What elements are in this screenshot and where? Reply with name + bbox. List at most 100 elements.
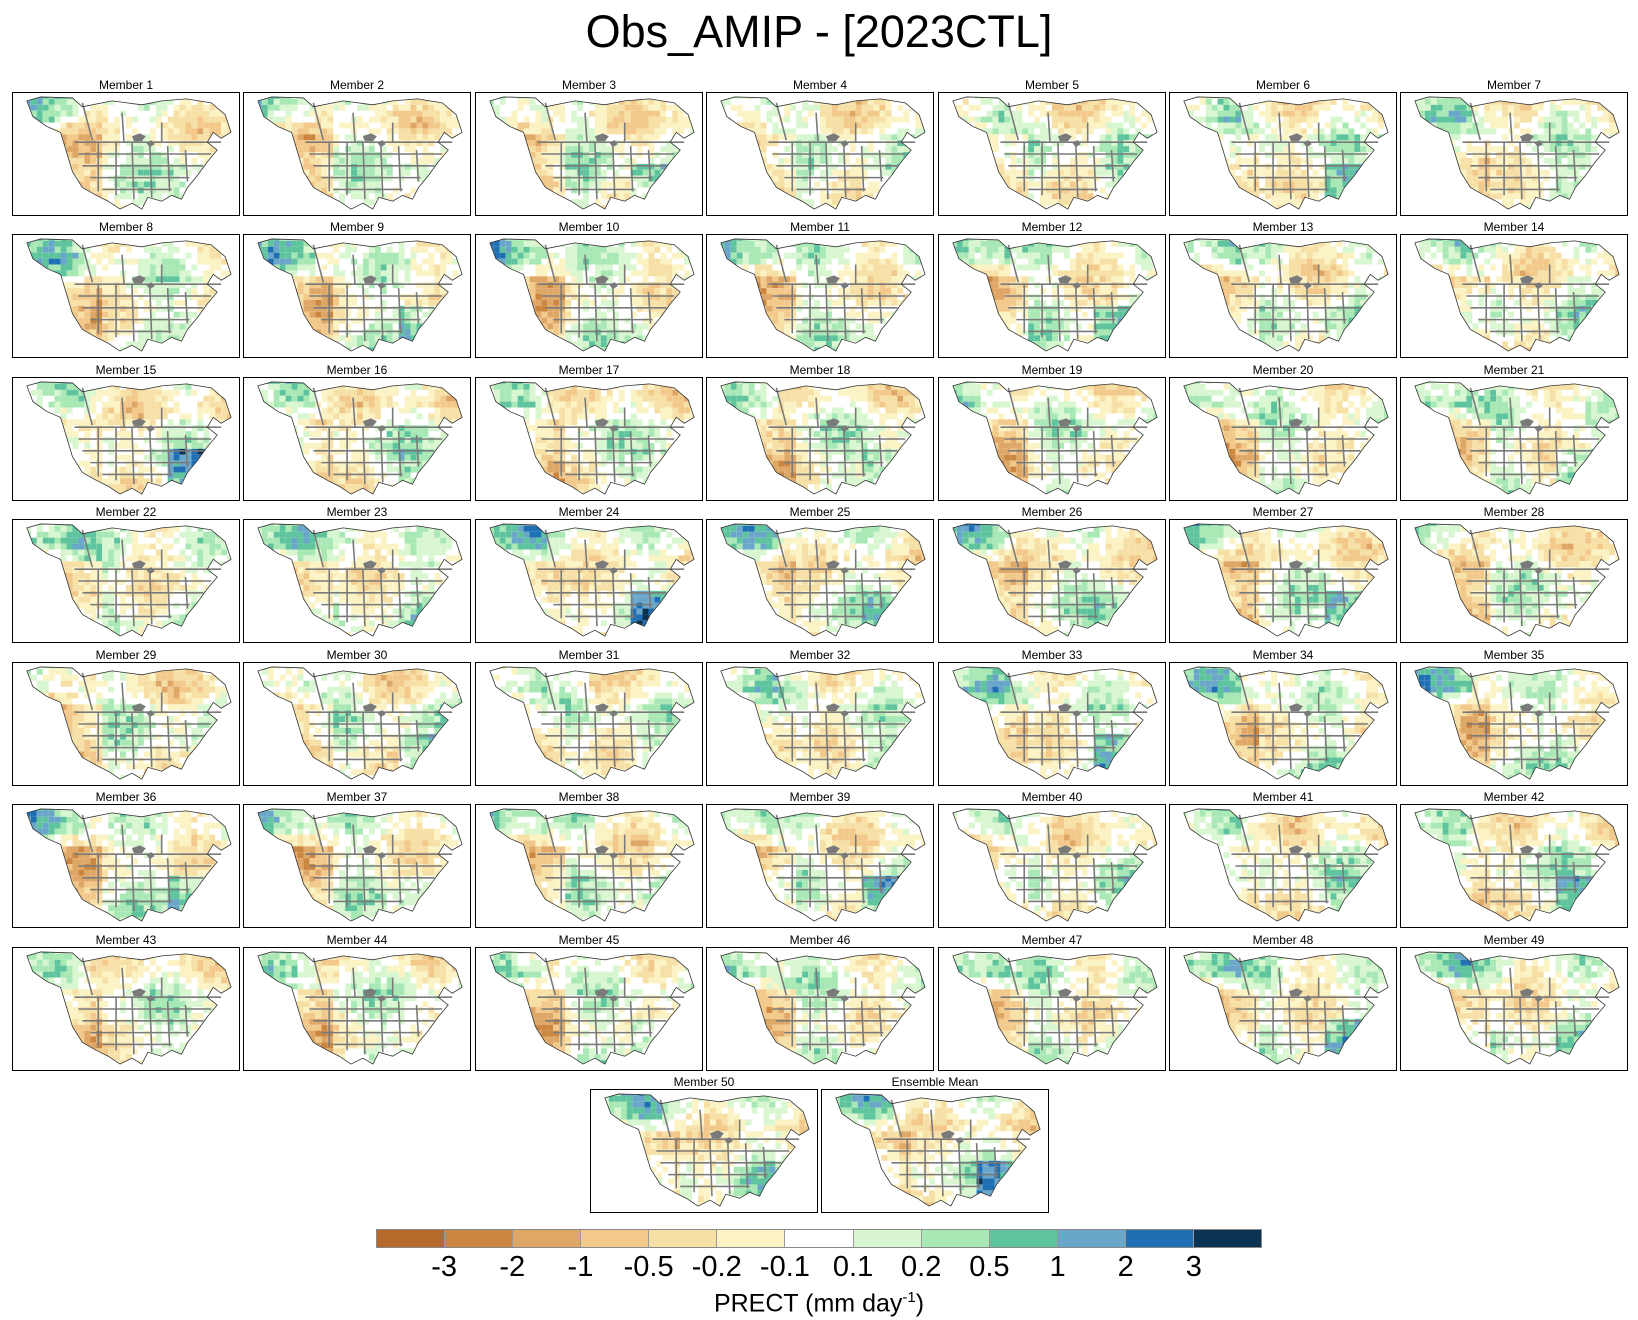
map-frame bbox=[938, 519, 1166, 643]
political-boundaries bbox=[74, 529, 222, 627]
panel-label: Member 34 bbox=[1169, 648, 1397, 662]
great-lakes bbox=[1057, 703, 1081, 718]
coastline bbox=[720, 523, 926, 637]
panel-label: Member 12 bbox=[938, 220, 1166, 234]
political-boundaries bbox=[74, 957, 222, 1055]
map-frame bbox=[938, 662, 1166, 786]
great-lakes bbox=[594, 560, 618, 575]
map-frame bbox=[12, 377, 240, 501]
political-boundaries bbox=[537, 672, 685, 770]
great-lakes bbox=[825, 418, 849, 433]
coastline bbox=[489, 666, 695, 780]
political-boundaries bbox=[537, 387, 685, 485]
coastline bbox=[26, 238, 232, 352]
great-lakes bbox=[131, 703, 155, 718]
great-lakes bbox=[825, 988, 849, 1003]
map-panel: Member 8 bbox=[12, 220, 240, 358]
great-lakes bbox=[594, 988, 618, 1003]
map-panel: Member 43 bbox=[12, 933, 240, 1071]
political-boundaries bbox=[652, 1099, 800, 1197]
map-svg bbox=[26, 666, 232, 780]
map-svg bbox=[1414, 238, 1620, 352]
panel-label: Member 15 bbox=[12, 363, 240, 377]
colorbar bbox=[376, 1229, 1262, 1248]
coastline bbox=[1414, 523, 1620, 637]
map-frame bbox=[12, 947, 240, 1071]
coastline bbox=[952, 951, 1158, 1065]
great-lakes bbox=[825, 703, 849, 718]
map-svg bbox=[1183, 808, 1389, 922]
coastline bbox=[720, 238, 926, 352]
colorbar-swatch bbox=[513, 1230, 582, 1247]
map-panel: Member 47 bbox=[938, 933, 1166, 1071]
map-svg bbox=[1183, 238, 1389, 352]
great-lakes bbox=[362, 560, 386, 575]
great-lakes bbox=[594, 845, 618, 860]
map-panel: Member 19 bbox=[938, 363, 1166, 501]
map-svg bbox=[720, 523, 926, 637]
map-frame bbox=[475, 234, 703, 358]
political-boundaries bbox=[305, 957, 453, 1055]
panel-label: Member 30 bbox=[243, 648, 471, 662]
map-frame bbox=[243, 92, 471, 216]
map-svg bbox=[489, 381, 695, 495]
panel-label: Member 44 bbox=[243, 933, 471, 947]
map-panel: Member 38 bbox=[475, 790, 703, 928]
map-svg bbox=[720, 238, 926, 352]
coastline bbox=[489, 381, 695, 495]
colorbar-swatch bbox=[581, 1230, 650, 1247]
map-frame bbox=[1400, 92, 1628, 216]
great-lakes bbox=[1057, 845, 1081, 860]
map-panel: Member 46 bbox=[706, 933, 934, 1071]
map-frame bbox=[1400, 662, 1628, 786]
colorbar-swatch bbox=[1057, 1230, 1126, 1247]
coastline bbox=[720, 381, 926, 495]
coastline bbox=[952, 238, 1158, 352]
map-frame bbox=[706, 947, 934, 1071]
map-frame bbox=[1169, 662, 1397, 786]
panel-label: Member 29 bbox=[12, 648, 240, 662]
great-lakes bbox=[1288, 988, 1312, 1003]
map-svg bbox=[26, 96, 232, 210]
great-lakes bbox=[825, 133, 849, 148]
map-svg bbox=[1414, 381, 1620, 495]
coastline bbox=[257, 381, 463, 495]
great-lakes bbox=[1519, 703, 1543, 718]
map-svg bbox=[1414, 96, 1620, 210]
map-svg bbox=[1414, 666, 1620, 780]
colorbar-tick-label: -0.5 bbox=[609, 1250, 689, 1284]
panel-label: Member 35 bbox=[1400, 648, 1628, 662]
political-boundaries bbox=[768, 387, 916, 485]
map-svg bbox=[952, 381, 1158, 495]
coastline bbox=[952, 523, 1158, 637]
map-svg bbox=[720, 951, 926, 1065]
map-frame bbox=[1169, 234, 1397, 358]
great-lakes bbox=[362, 133, 386, 148]
map-frame bbox=[475, 947, 703, 1071]
map-frame bbox=[821, 1089, 1049, 1213]
coastline bbox=[26, 523, 232, 637]
map-panel: Member 33 bbox=[938, 648, 1166, 786]
colorbar-swatch bbox=[445, 1230, 514, 1247]
political-boundaries bbox=[1462, 814, 1610, 912]
map-svg bbox=[26, 238, 232, 352]
political-boundaries bbox=[537, 814, 685, 912]
colorbar-label: PRECT (mm day-1) bbox=[0, 1283, 1638, 1318]
coastline bbox=[1414, 951, 1620, 1065]
map-panel: Member 36 bbox=[12, 790, 240, 928]
great-lakes bbox=[1057, 275, 1081, 290]
panel-label: Member 10 bbox=[475, 220, 703, 234]
map-svg bbox=[1183, 381, 1389, 495]
coastline bbox=[604, 1093, 810, 1207]
great-lakes bbox=[362, 275, 386, 290]
map-panel: Member 35 bbox=[1400, 648, 1628, 786]
political-boundaries bbox=[1462, 529, 1610, 627]
map-svg bbox=[257, 808, 463, 922]
coastline bbox=[489, 238, 695, 352]
map-svg bbox=[1183, 666, 1389, 780]
precip-anomaly-field bbox=[26, 381, 232, 495]
map-svg bbox=[257, 523, 463, 637]
map-frame bbox=[706, 662, 934, 786]
political-boundaries bbox=[768, 529, 916, 627]
panel-label: Member 5 bbox=[938, 78, 1166, 92]
